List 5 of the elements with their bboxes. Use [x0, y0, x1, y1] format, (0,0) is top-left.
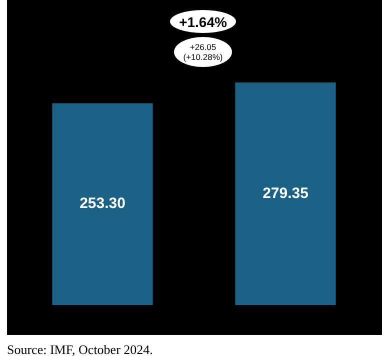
source-note: Source: IMF, October 2024. [7, 342, 153, 358]
text: +26.05 (+10.28%) [174, 37, 232, 67]
text: +1.64% [170, 10, 236, 33]
data-label: 279.35 [262, 184, 308, 202]
data-label: 253.30 [80, 195, 126, 212]
